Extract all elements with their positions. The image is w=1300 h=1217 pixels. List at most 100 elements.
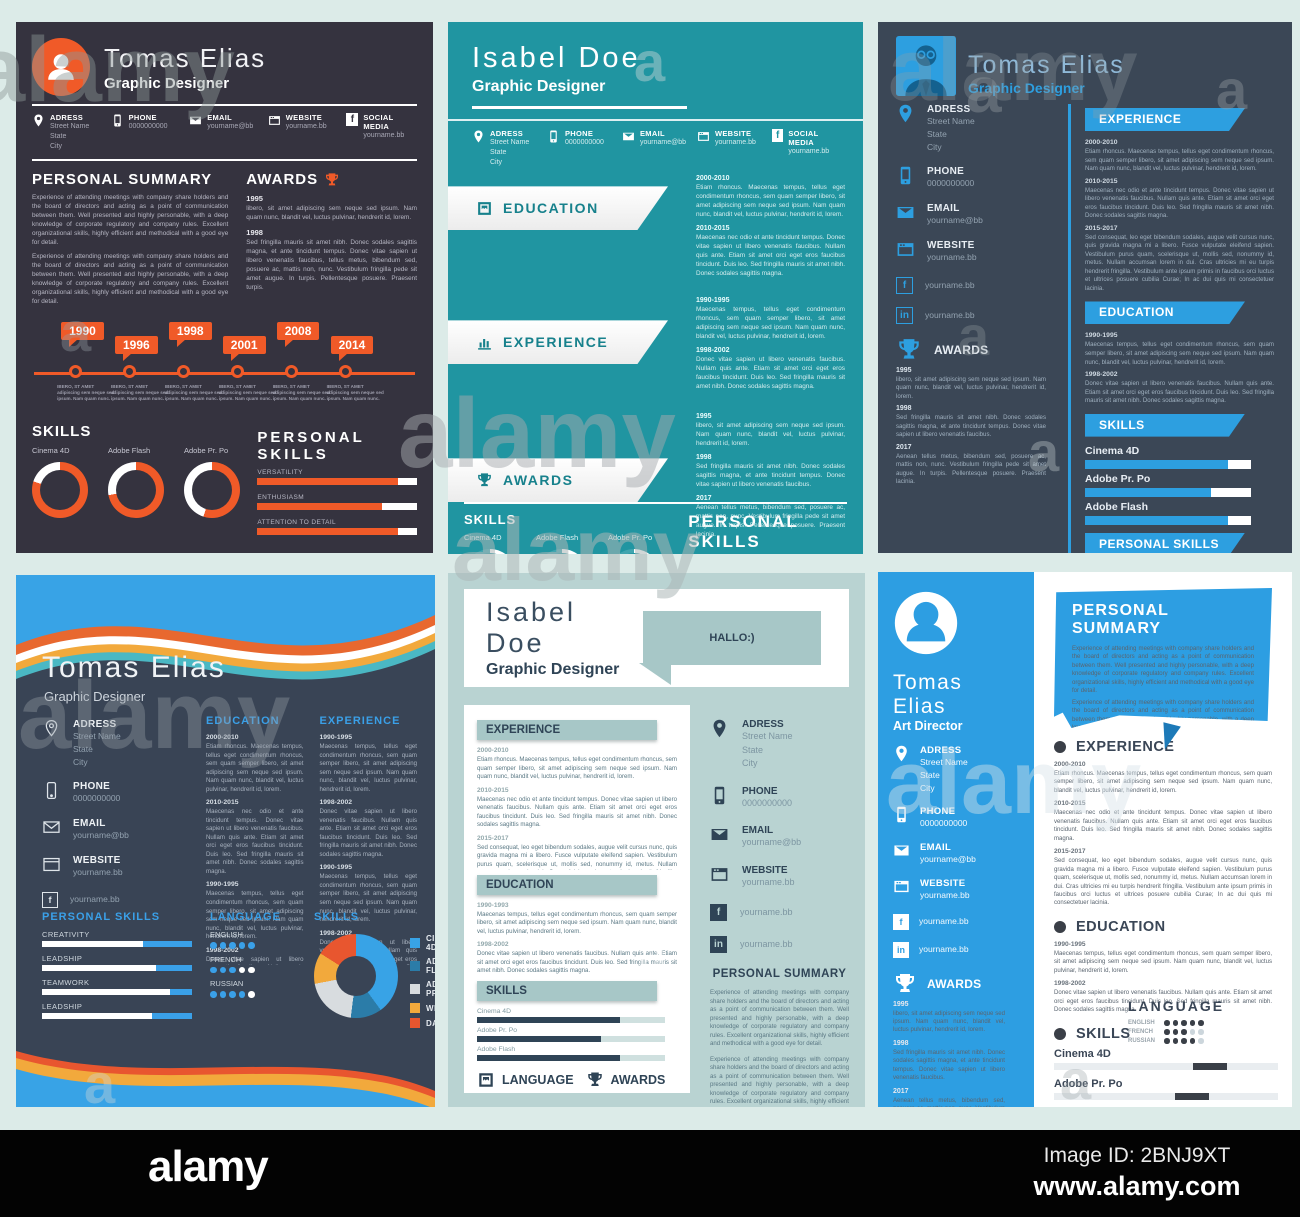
sidebar: Tomas Elias Art Director ADRESS Street Na… <box>878 572 1034 1107</box>
browser-icon <box>710 865 729 884</box>
timeline-year: 1998 <box>168 322 212 348</box>
language-dot <box>219 966 226 973</box>
summary-paragraph: Experience of attending meetings with co… <box>32 253 229 306</box>
envelope-icon <box>710 825 729 844</box>
education-header: EDUCATION <box>477 874 657 895</box>
timeline-year: 2008 <box>276 322 320 348</box>
envelope-icon <box>622 130 635 143</box>
contact-email: EMAIL yourname@bb <box>189 113 260 152</box>
legend-swatch <box>410 984 420 994</box>
skill-bar <box>257 478 417 486</box>
education-ribbon: EDUCATION <box>448 186 668 231</box>
timeline-year: 1990 <box>61 322 104 348</box>
section-title: SKILLS <box>32 423 92 441</box>
language-dot <box>229 942 236 949</box>
contact-social: f SOCIAL MEDIA yourname.bb <box>346 113 417 152</box>
trophy-icon <box>586 1071 604 1089</box>
footer-wave <box>16 1051 435 1107</box>
person-title: Graphic Designer <box>968 80 1085 96</box>
person-name: Tomas Elias <box>968 51 1125 79</box>
language-dot <box>1172 1029 1178 1035</box>
skill-ring <box>608 549 660 554</box>
contact-row: ADRESS Street Name State City PHONE 00000000… <box>448 129 863 168</box>
browser-icon <box>697 130 710 143</box>
section-title: AWARDS <box>246 171 319 189</box>
language-dot <box>1189 1020 1195 1026</box>
skills-ribbon: SKILLS <box>1085 413 1245 437</box>
alamy-footer-bar: alamy Image ID: 2BNJ9XT www.alamy.com <box>0 1130 1300 1217</box>
language-dots <box>210 966 296 973</box>
education-ribbon: EDUCATION <box>1085 301 1245 325</box>
person-name: Isabel Doe <box>486 597 577 658</box>
section-title: LANGUAGE <box>32 552 137 553</box>
skills-header: SKILLS <box>477 980 657 1001</box>
language-dot <box>210 942 217 949</box>
address-line: Street Name <box>50 123 90 130</box>
language-dots <box>210 991 296 998</box>
skill-donut <box>32 462 88 519</box>
avatar <box>894 591 958 655</box>
personal-summary-section: PERSONAL SUMMARY Experience of attending… <box>32 168 228 312</box>
language-dot <box>1189 1029 1195 1035</box>
alamy-logo: alamy <box>148 1142 269 1191</box>
language-section: LANGUAGE ENGLISH FRENCH RUSSIAN <box>210 911 296 1033</box>
skills-chart-section: SKILLS CINEMA 4D ADOBE FLASH ADOBE PR. P… <box>314 911 435 1033</box>
alamy-url: www.alamy.com <box>1033 1171 1241 1201</box>
language-dot <box>238 966 245 973</box>
language-section: LANGUAGE ENGLISH FRENCH RUSSIAN <box>1128 998 1225 1044</box>
contact-column: ADRESS Street Name State City PHONE 00000000… <box>896 104 1068 553</box>
location-pin-icon <box>472 130 485 143</box>
image-id: Image ID: 2BNJ9XT <box>1043 1144 1231 1167</box>
address-line: City <box>50 143 63 151</box>
experience-header: EXPERIENCE <box>477 720 657 740</box>
facebook-icon: f <box>893 913 909 930</box>
envelope-icon <box>893 842 910 859</box>
trophy-icon <box>896 337 922 363</box>
award-year: 1995 <box>246 194 263 204</box>
trophy-icon <box>893 972 917 996</box>
language-dot <box>219 991 226 998</box>
resume-header: Tomas Elias Graphic Designer <box>32 38 417 96</box>
awards-section: AWARDS 1995 libero, sit amet adipiscing … <box>246 168 417 312</box>
main-column: EXPERIENCE 2000-2010 Etiam rhoncus. Maece… <box>1068 104 1274 553</box>
facebook-icon: f <box>896 276 913 294</box>
avatar <box>896 36 956 96</box>
location-pin-icon <box>893 745 910 762</box>
language-dot <box>1181 1020 1187 1026</box>
resume-header: Isabel Doe Graphic Designer <box>448 22 863 119</box>
contact-phone: PHONE 0000000000 <box>111 113 182 152</box>
language-dot <box>248 942 255 949</box>
address-line: State <box>50 133 67 141</box>
browser-icon <box>43 857 60 871</box>
location-pin-icon <box>45 719 58 737</box>
linkedin-icon: in <box>896 306 913 324</box>
envelope-icon <box>189 114 202 127</box>
phone-icon <box>896 166 915 185</box>
person-title: Graphic Designer <box>472 78 606 95</box>
linkedin-icon: in <box>893 941 909 958</box>
skill-bar <box>1085 487 1252 497</box>
skills-section: SKILLS Cinema 4D Adobe Flash Adobe Pr. P… <box>464 510 678 554</box>
phone-icon <box>710 786 729 805</box>
language-dot <box>219 942 226 949</box>
skill-bar <box>1085 515 1252 525</box>
divider <box>448 119 863 121</box>
avatar <box>32 38 90 96</box>
language-dot <box>229 991 236 998</box>
resume-header-card: Isabel Doe Graphic Designer HALLO:) <box>464 589 849 687</box>
phone-icon <box>893 806 910 823</box>
person-name: Tomas Elias <box>893 671 963 718</box>
legend-swatch <box>410 1018 420 1028</box>
envelope-icon <box>43 821 60 833</box>
left-panel: EXPERIENCE 2000-2010 Etiam rhoncus. Maece… <box>464 705 690 1093</box>
phone-icon <box>111 114 124 127</box>
location-pin-icon <box>896 104 915 123</box>
skill-bar <box>42 1013 192 1019</box>
language-dot <box>1164 1038 1170 1044</box>
skills-header: SKILLS <box>1054 1026 1272 1042</box>
education-header: EDUCATION <box>1054 919 1272 935</box>
education-section: EDUCATION 2000-2010 Etiam rhoncus. Maecen… <box>206 715 304 965</box>
header-wave <box>16 575 435 680</box>
section-title: PERSONAL SUMMARY <box>32 171 213 189</box>
awards-section: AWARDS 1995 libero, sit amet adipiscing s… <box>896 337 1056 487</box>
